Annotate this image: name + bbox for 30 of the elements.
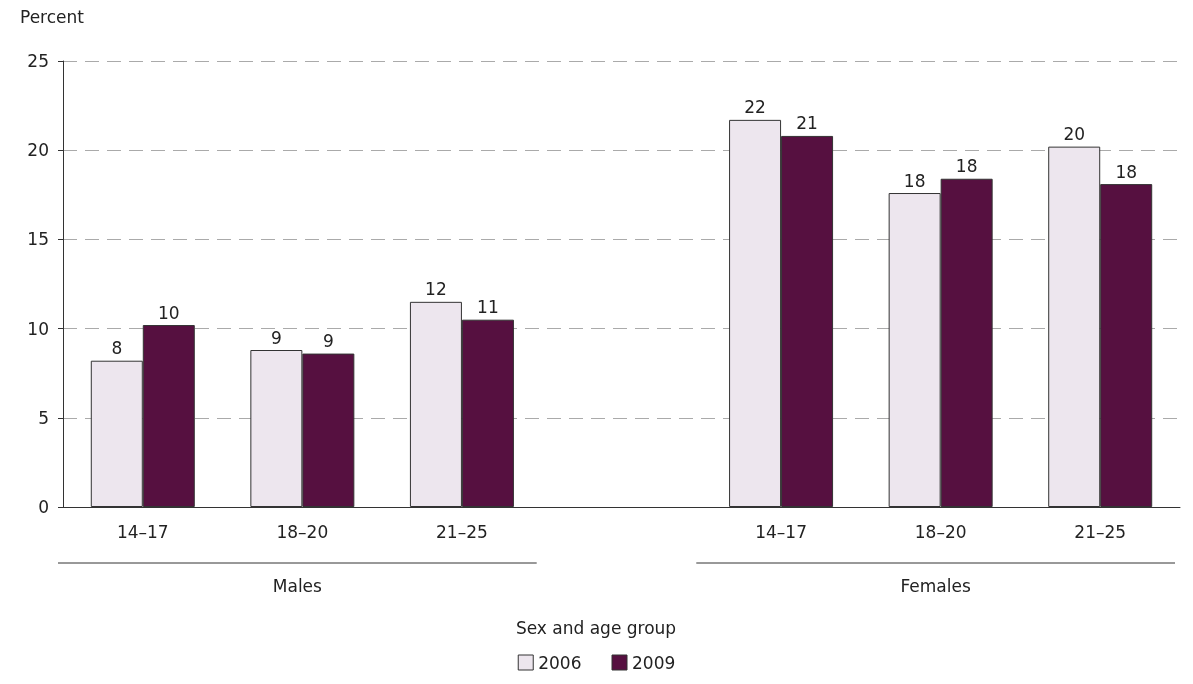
data-label: 21 — [796, 113, 818, 134]
data-label: 11 — [477, 297, 499, 318]
text: Females — [900, 575, 971, 596]
data-label: 18 — [903, 170, 926, 191]
y-tick-label: 5 — [38, 407, 49, 428]
data-label: 18 — [955, 156, 978, 177]
data-label: 20 — [1063, 124, 1086, 145]
y-tick-label: 15 — [27, 229, 49, 250]
x-tick-label: 18–20 — [276, 521, 329, 542]
data-label: 12 — [425, 279, 447, 300]
y-tick-label: 25 — [27, 51, 49, 71]
y-tick-label: 10 — [27, 318, 49, 339]
text: Males — [272, 575, 323, 596]
y-axis-title: Percent — [20, 6, 85, 27]
legend-label: 2009 — [632, 652, 676, 673]
x-axis-title: Sex and age group — [515, 617, 677, 638]
x-tick-label: 14–17 — [116, 521, 169, 542]
y-tick-label: 20 — [27, 140, 49, 161]
data-label: 22 — [744, 97, 766, 118]
data-label: 9 — [270, 327, 282, 348]
data-label: 18 — [1115, 161, 1138, 182]
x-tick-label: 18–20 — [914, 521, 967, 542]
data-label: 8 — [111, 338, 123, 359]
data-label: 10 — [157, 302, 180, 323]
data-label: 9 — [322, 331, 334, 352]
y-tick-label: 0 — [38, 497, 49, 517]
x-tick-label: 21–25 — [1074, 521, 1127, 542]
x-tick-label: 21–25 — [436, 521, 488, 542]
x-tick-label: 14–17 — [755, 521, 807, 542]
legend-label: 2006 — [538, 652, 582, 673]
